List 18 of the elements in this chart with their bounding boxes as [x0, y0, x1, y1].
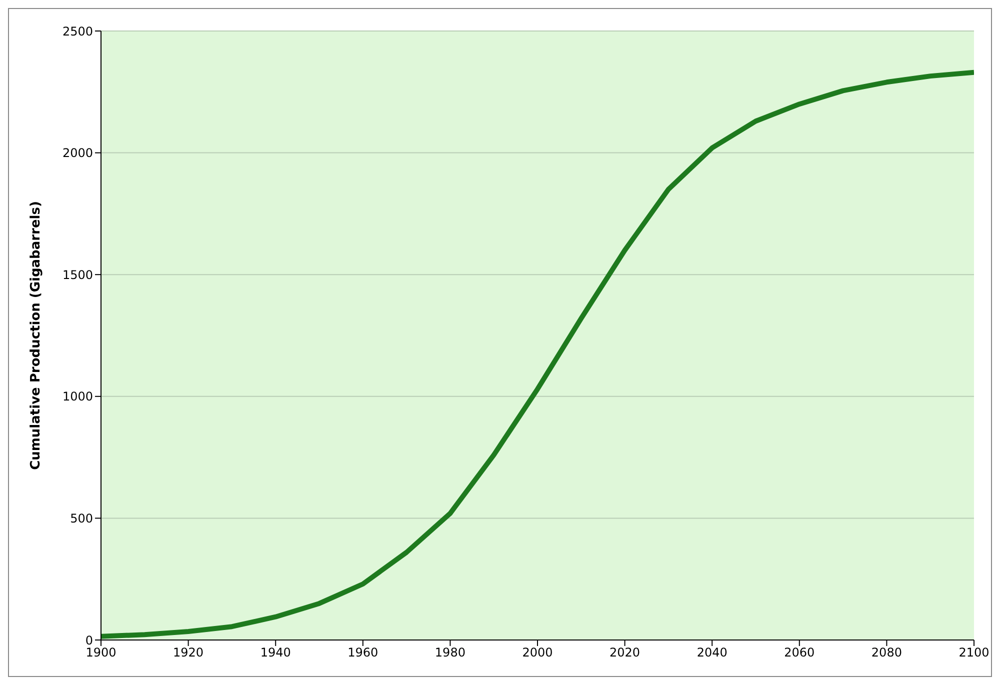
x-tick-label: 1920 — [173, 646, 204, 660]
x-tick-label: 1960 — [348, 646, 378, 660]
x-tick-label: 2080 — [871, 646, 902, 660]
y-tick-label: 2000 — [62, 146, 93, 160]
y-tick-label: 1000 — [62, 390, 93, 404]
x-tick-label: 2020 — [610, 646, 640, 660]
x-tick-label: 2060 — [784, 646, 815, 660]
x-tick-label: 2040 — [696, 646, 728, 660]
x-tick-label: 1900 — [86, 646, 116, 660]
y-tick-label: 2500 — [62, 24, 93, 38]
y-tick-label: 1500 — [62, 268, 93, 282]
y-tick-label: 500 — [70, 511, 93, 526]
x-tick-label: 2100 — [958, 646, 990, 660]
x-tick-label: 2000 — [522, 646, 553, 660]
x-tick-label: 1980 — [434, 646, 466, 660]
y-axis-title: Cumulative Production (Gigabarrels) — [28, 201, 44, 470]
y-tick-label: 0 — [85, 633, 93, 648]
x-tick-label: 1940 — [260, 646, 291, 660]
